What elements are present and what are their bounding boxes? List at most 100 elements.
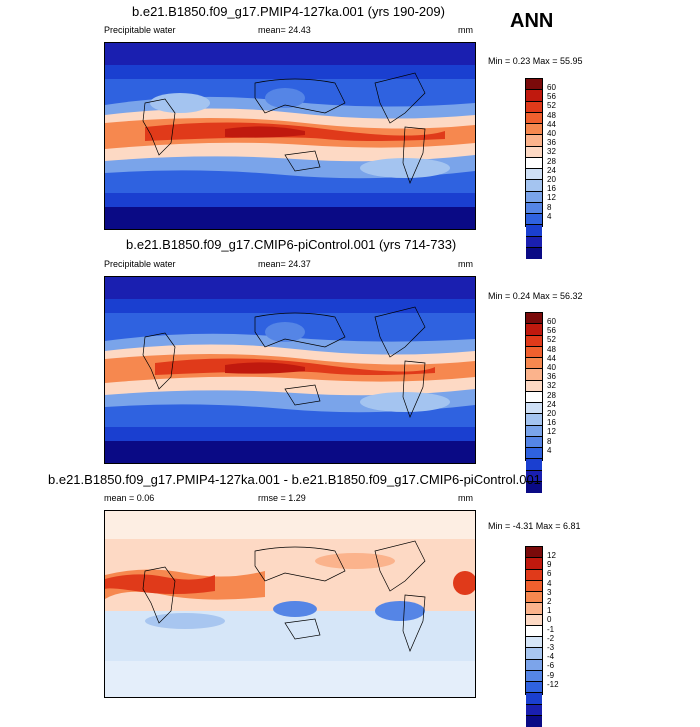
colorbar-tick-label: 0: [547, 615, 552, 625]
colorbar-tick-label: 3: [547, 587, 552, 597]
colorbar-box: [526, 358, 542, 370]
panel1-minmax: Min = 0.23 Max = 55.95: [488, 56, 583, 66]
colorbar-box: [526, 90, 542, 102]
colorbar-box: [526, 659, 542, 671]
colorbar-box: [526, 369, 542, 381]
panel2-units: mm: [458, 259, 473, 269]
colorbar-box: [526, 715, 542, 727]
colorbar-box: [526, 448, 542, 460]
colorbar-tick-label: -1: [547, 624, 555, 634]
panel3-colorbar: [525, 546, 543, 727]
panel1-colorbar: [525, 78, 543, 260]
panel1-mean-label: mean= 24.43: [258, 25, 311, 35]
colorbar-box: [526, 481, 542, 494]
colorbar-box: [526, 313, 542, 325]
panel1-title: b.e21.B1850.f09_g17.PMIP4-127ka.001 (yrs…: [132, 4, 445, 19]
colorbar-box: [526, 346, 542, 359]
colorbar-tick-label: 52: [547, 101, 556, 111]
panel3-colorbar-boxes: [526, 547, 542, 727]
colorbar-tick-label: 9: [547, 560, 552, 570]
colorbar-tick-label: 44: [547, 119, 556, 129]
panel1-colorbar-boxes: [526, 79, 542, 260]
colorbar-tick-label: 16: [547, 418, 556, 428]
colorbar-tick-label: 28: [547, 390, 556, 400]
panel2-map: [104, 276, 476, 464]
colorbar-box: [526, 380, 542, 392]
colorbar-tick-label: 32: [547, 381, 556, 391]
colorbar-tick-label: 52: [547, 335, 556, 345]
panel2-mean-label: mean= 24.37: [258, 259, 311, 269]
colorbar-box: [526, 436, 542, 449]
panel2-colorbar: [525, 312, 543, 494]
colorbar-tick-label: 12: [547, 427, 556, 437]
colorbar-tick-label: 24: [547, 165, 556, 175]
colorbar-box: [526, 101, 542, 113]
colorbar-tick-label: 8: [547, 436, 552, 446]
colorbar-box: [526, 558, 542, 570]
colorbar-box: [526, 603, 542, 615]
colorbar-box: [526, 135, 542, 147]
season-label: ANN: [510, 10, 554, 32]
panel3-rmse-label: rmse = 1.29: [258, 493, 306, 503]
panel1-map: [104, 42, 476, 230]
colorbar-tick-label: 48: [547, 344, 556, 354]
panel3-map: [104, 510, 476, 698]
panel1-units: mm: [458, 25, 473, 35]
colorbar-box: [526, 391, 542, 404]
panel3-minmax: Min = -4.31 Max = 6.81: [488, 521, 581, 531]
colorbar-box: [526, 625, 542, 638]
colorbar-tick-label: 6: [547, 569, 552, 579]
colorbar-tick-label: 24: [547, 399, 556, 409]
colorbar-box: [526, 157, 542, 170]
colorbar-tick-label: 48: [547, 110, 556, 120]
colorbar-box: [526, 214, 542, 226]
colorbar-tick-label: 4: [547, 445, 552, 455]
colorbar-box: [526, 324, 542, 336]
colorbar-tick-label: -9: [547, 670, 555, 680]
colorbar-tick-label: 44: [547, 353, 556, 363]
colorbar-tick-label: 8: [547, 202, 552, 212]
colorbar-box: [526, 247, 542, 260]
colorbar-box: [526, 191, 542, 203]
colorbar-box: [526, 403, 542, 415]
colorbar-box: [526, 470, 542, 482]
colorbar-tick-label: -3: [547, 643, 555, 652]
colorbar-tick-label: 40: [547, 363, 556, 372]
panel2-left-label: Precipitable water: [104, 259, 176, 269]
colorbar-box: [526, 414, 542, 426]
colorbar-box: [526, 580, 542, 593]
panel2-map-field: [105, 277, 475, 463]
colorbar-tick-label: 4: [547, 211, 552, 221]
colorbar-tick-label: 12: [547, 193, 556, 203]
colorbar-box: [526, 146, 542, 158]
colorbar-tick-label: 32: [547, 147, 556, 157]
colorbar-tick-label: 12: [547, 551, 556, 560]
colorbar-tick-label: 36: [547, 138, 556, 148]
panel2-title: b.e21.B1850.f09_g17.CMIP6-piControl.001 …: [126, 237, 457, 252]
colorbar-box: [526, 79, 542, 91]
colorbar-box: [526, 459, 542, 471]
panel3-title: b.e21.B1850.f09_g17.PMIP4-127ka.001 - b.…: [48, 472, 541, 487]
colorbar-box: [526, 236, 542, 248]
colorbar-tick-label: -6: [547, 661, 555, 671]
colorbar-tick-label: 60: [547, 83, 556, 92]
colorbar-tick-label: -4: [547, 652, 555, 662]
colorbar-box: [526, 693, 542, 705]
colorbar-tick-label: -2: [547, 633, 555, 643]
colorbar-box: [526, 637, 542, 649]
colorbar-box: [526, 425, 542, 437]
panel1-left-label: Precipitable water: [104, 25, 176, 35]
colorbar-tick-label: 2: [547, 597, 552, 606]
colorbar-tick-label: 1: [547, 606, 552, 616]
colorbar-box: [526, 648, 542, 660]
colorbar-tick-label: -12: [547, 679, 559, 689]
panel3-mean-label: mean = 0.06: [104, 493, 155, 503]
panel1-map-field: [105, 43, 475, 229]
colorbar-box: [526, 569, 542, 581]
colorbar-box: [526, 202, 542, 215]
colorbar-box: [526, 547, 542, 559]
colorbar-box: [526, 592, 542, 604]
colorbar-box: [526, 335, 542, 347]
colorbar-tick-label: 4: [547, 578, 552, 588]
colorbar-tick-label: 60: [547, 317, 556, 326]
